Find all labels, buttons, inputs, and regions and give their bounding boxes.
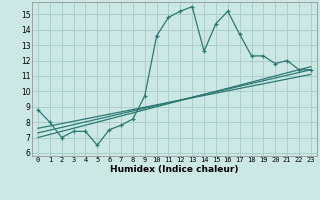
X-axis label: Humidex (Indice chaleur): Humidex (Indice chaleur) bbox=[110, 165, 239, 174]
